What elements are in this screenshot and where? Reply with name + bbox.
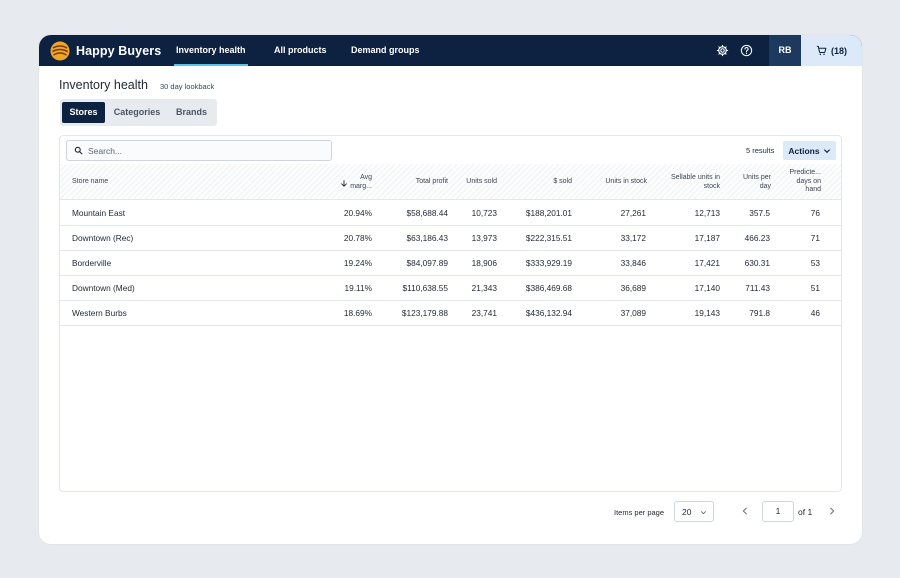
- cell-sellable-units: 17,140: [694, 283, 720, 293]
- nav-tab-inventory-health[interactable]: Inventory health: [174, 35, 248, 66]
- cell-units-sold: 23,741: [471, 308, 497, 318]
- cell-predicted-days: 71: [810, 233, 820, 243]
- cell-units-in-stock: 33,846: [620, 258, 646, 268]
- cell-units-sold: 13,973: [471, 233, 497, 243]
- table-row[interactable]: Mountain East 20.94% $58,688.44 10,723 $…: [60, 201, 841, 226]
- table-card: 5 results Actions Store name Avg marg...…: [59, 135, 842, 492]
- search-box[interactable]: [66, 140, 332, 161]
- page-number-input[interactable]: 1: [762, 501, 794, 522]
- cell-total-profit: $63,186.43: [406, 233, 448, 243]
- view-segmented-control: Stores Categories Brands: [60, 99, 217, 126]
- table-header: Store name Avg marg... Total profit Unit…: [60, 164, 841, 200]
- actions-label: Actions: [788, 145, 820, 156]
- cell-units-in-stock: 37,089: [620, 308, 646, 318]
- column-header-avg-margin-label: Avg marg...: [350, 174, 372, 190]
- cell-predicted-days: 51: [810, 283, 820, 293]
- column-header-units-sold[interactable]: Units sold: [466, 178, 497, 185]
- cart-icon: [816, 45, 827, 56]
- nav-tab-demand-groups[interactable]: Demand groups: [351, 45, 420, 55]
- cell-units-in-stock: 27,261: [620, 208, 646, 218]
- column-header-units-per-day[interactable]: Units per day: [742, 174, 771, 190]
- chevron-down-icon: [823, 148, 830, 153]
- table-row[interactable]: Western Burbs 18.69% $123,179.88 23,741 …: [60, 301, 841, 326]
- cell-dollars-sold: $386,469.68: [525, 283, 572, 293]
- cell-dollars-sold: $436,132.94: [525, 308, 572, 318]
- sort-descending-arrow-icon: [341, 180, 347, 187]
- cell-sellable-units: 19,143: [694, 308, 720, 318]
- cell-total-profit: $84,097.89: [406, 258, 448, 268]
- page-total-label: of 1: [798, 507, 813, 517]
- table-row[interactable]: Downtown (Rec) 20.78% $63,186.43 13,973 …: [60, 226, 841, 251]
- cell-predicted-days: 46: [810, 308, 820, 318]
- cell-predicted-days: 53: [810, 258, 820, 268]
- table-row[interactable]: Borderville 19.24% $84,097.89 18,906 $33…: [60, 251, 841, 276]
- next-page-chevron-icon[interactable]: [827, 506, 837, 516]
- cell-dollars-sold: $188,201.01: [525, 208, 572, 218]
- cell-dollars-sold: $333,929.19: [525, 258, 572, 268]
- nav-tab-all-products[interactable]: All products: [274, 45, 327, 55]
- cell-sellable-units: 17,187: [694, 233, 720, 243]
- cell-store-name: Downtown (Med): [72, 283, 135, 293]
- search-icon: [74, 146, 83, 155]
- cell-predicted-days: 76: [810, 208, 820, 218]
- gear-icon[interactable]: [716, 44, 729, 57]
- top-navbar: Happy Buyers Inventory health All produc…: [39, 35, 862, 66]
- cell-store-name: Downtown (Rec): [72, 233, 134, 243]
- cell-total-profit: $110,638.55: [402, 283, 448, 293]
- cell-units-per-day: 630.31: [744, 258, 770, 268]
- brand-logo-icon: [50, 41, 70, 60]
- cell-store-name: Western Burbs: [72, 308, 127, 318]
- column-header-total-profit[interactable]: Total profit: [415, 178, 448, 185]
- cell-units-per-day: 357.5: [749, 208, 770, 218]
- segment-categories[interactable]: Categories: [113, 107, 161, 117]
- cell-units-per-day: 711.43: [745, 283, 770, 293]
- cell-store-name: Mountain East: [72, 208, 126, 218]
- items-per-page-label: Items per page: [614, 508, 665, 517]
- cell-units-sold: 10,723: [471, 208, 497, 218]
- cell-units-sold: 21,343: [471, 283, 497, 293]
- cell-units-in-stock: 36,689: [620, 283, 646, 293]
- cell-units-per-day: 791.8: [749, 308, 770, 318]
- cell-units-sold: 18,906: [471, 258, 497, 268]
- page-title: Inventory health: [59, 78, 148, 92]
- actions-button[interactable]: Actions: [783, 141, 836, 160]
- segment-brands[interactable]: Brands: [175, 107, 207, 117]
- cell-avg-margin: 20.94%: [343, 208, 372, 218]
- items-per-page-value: 20: [682, 507, 692, 517]
- cell-avg-margin: 19.11%: [344, 283, 372, 293]
- cell-avg-margin: 19.24%: [343, 258, 372, 268]
- cell-sellable-units: 17,421: [694, 258, 720, 268]
- table-row[interactable]: Downtown (Med) 19.11% $110,638.55 21,343…: [60, 276, 841, 301]
- user-avatar[interactable]: RB: [769, 35, 801, 66]
- column-header-units-in-stock[interactable]: Units in stock: [605, 178, 647, 185]
- column-header-predicted-days[interactable]: Predicte... days on hand: [789, 169, 821, 193]
- help-circle-icon[interactable]: [740, 44, 753, 57]
- page-subtitle: 30 day lookback: [160, 82, 215, 91]
- cell-units-in-stock: 33,172: [620, 233, 646, 243]
- results-count: 5 results: [746, 146, 775, 155]
- segment-stores[interactable]: Stores: [62, 102, 105, 123]
- column-header-store-name[interactable]: Store name: [72, 178, 109, 185]
- cell-dollars-sold: $222,315.51: [525, 233, 572, 243]
- cell-avg-margin: 18.69%: [343, 308, 372, 318]
- cell-store-name: Borderville: [72, 258, 112, 268]
- items-per-page-select[interactable]: 20: [674, 501, 714, 522]
- cell-avg-margin: 20.78%: [343, 233, 372, 243]
- cart-count: (18): [830, 45, 847, 56]
- column-header-dollars-sold[interactable]: $ sold: [553, 178, 572, 185]
- chevron-down-icon: [701, 511, 706, 515]
- cart-button[interactable]: (18): [801, 35, 862, 66]
- search-input[interactable]: [88, 143, 323, 158]
- column-header-sellable-units[interactable]: Sellable units in stock: [670, 174, 720, 190]
- cell-sellable-units: 12,713: [694, 208, 720, 218]
- brand[interactable]: Happy Buyers: [50, 40, 161, 61]
- app-window: Happy Buyers Inventory health All produc…: [39, 35, 862, 544]
- previous-page-chevron-icon[interactable]: [740, 506, 750, 516]
- cell-total-profit: $123,179.88: [401, 308, 448, 318]
- cell-total-profit: $58,688.44: [406, 208, 448, 218]
- brand-name: Happy Buyers: [76, 43, 162, 58]
- cell-units-per-day: 466.23: [744, 233, 770, 243]
- column-header-avg-margin[interactable]: Avg marg...: [338, 174, 372, 191]
